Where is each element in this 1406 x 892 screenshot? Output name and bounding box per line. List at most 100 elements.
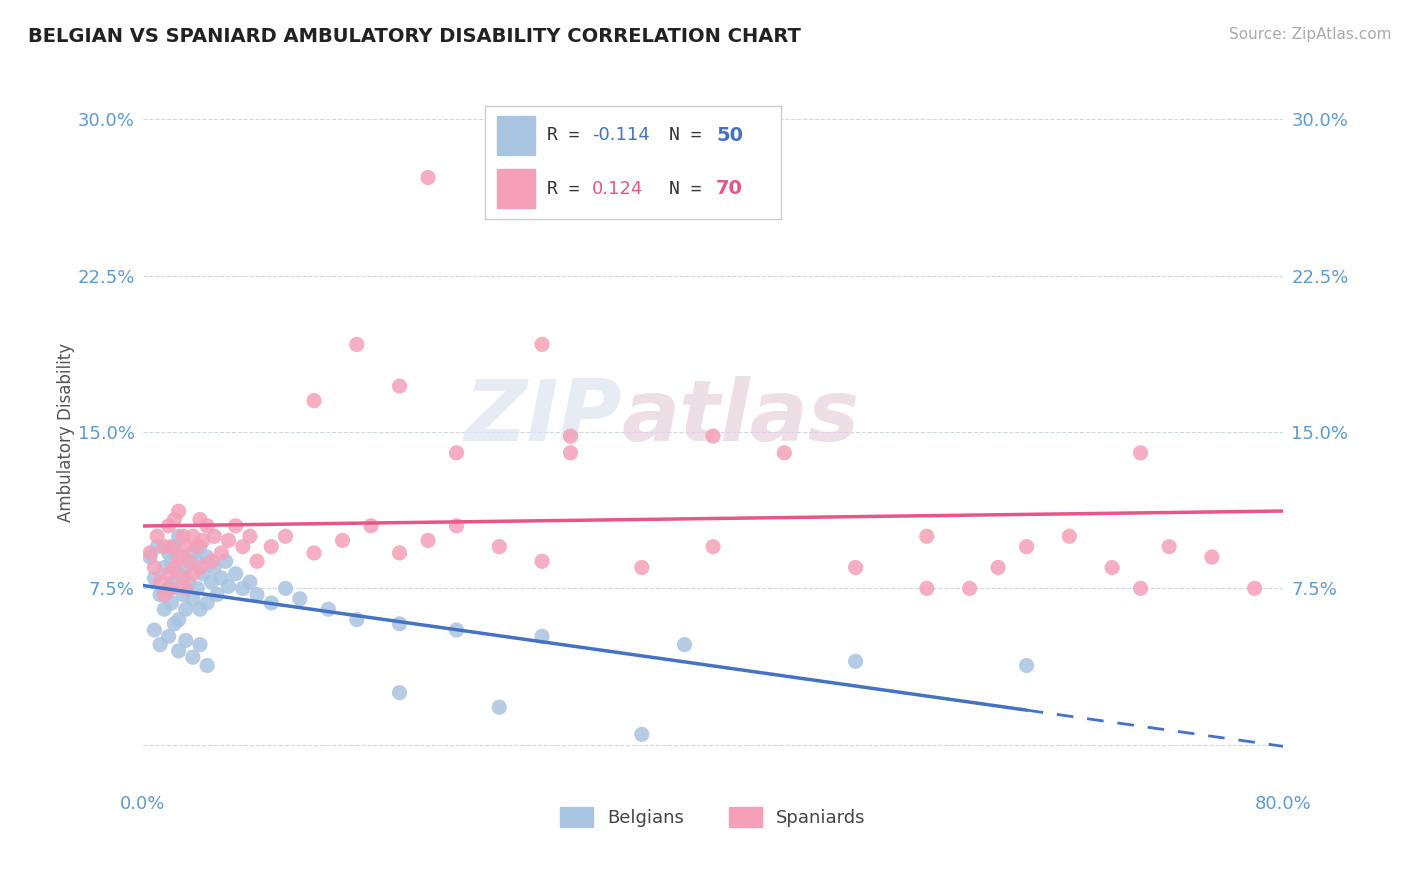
- Point: [1201, 550, 1223, 565]
- Point: [146, 529, 169, 543]
- Point: [773, 446, 796, 460]
- Point: [188, 638, 211, 652]
- Point: [288, 591, 311, 606]
- Point: [188, 540, 211, 554]
- Point: [202, 529, 225, 543]
- Point: [188, 602, 211, 616]
- Point: [915, 582, 938, 596]
- Text: Source: ZipAtlas.com: Source: ZipAtlas.com: [1229, 27, 1392, 42]
- Point: [302, 393, 325, 408]
- Point: [225, 518, 247, 533]
- Point: [174, 560, 197, 574]
- Point: [163, 512, 186, 526]
- Point: [177, 554, 200, 568]
- Point: [260, 540, 283, 554]
- Point: [915, 529, 938, 543]
- Point: [987, 560, 1010, 574]
- Point: [531, 554, 554, 568]
- Point: [959, 582, 981, 596]
- Point: [191, 533, 214, 548]
- Point: [172, 571, 194, 585]
- Point: [195, 658, 218, 673]
- Point: [160, 582, 183, 596]
- Point: [174, 602, 197, 616]
- Point: [560, 446, 582, 460]
- Point: [143, 623, 166, 637]
- Point: [188, 512, 211, 526]
- Point: [153, 588, 176, 602]
- Point: [209, 571, 232, 585]
- Point: [845, 560, 868, 574]
- Point: [167, 613, 190, 627]
- Point: [446, 446, 468, 460]
- Point: [316, 602, 339, 616]
- Point: [332, 533, 354, 548]
- Point: [209, 546, 232, 560]
- Point: [1015, 540, 1038, 554]
- Point: [1159, 540, 1181, 554]
- Point: [174, 633, 197, 648]
- Point: [630, 122, 652, 136]
- Point: [239, 529, 262, 543]
- Point: [167, 644, 190, 658]
- Text: atlas: atlas: [621, 376, 860, 459]
- Point: [181, 591, 204, 606]
- Point: [560, 429, 582, 443]
- Point: [167, 550, 190, 565]
- Point: [188, 560, 211, 574]
- Point: [360, 518, 382, 533]
- Point: [845, 654, 868, 668]
- Point: [172, 529, 194, 543]
- Point: [181, 650, 204, 665]
- Point: [181, 566, 204, 581]
- Point: [139, 550, 162, 565]
- Point: [195, 518, 218, 533]
- Point: [143, 571, 166, 585]
- Point: [205, 588, 228, 602]
- Point: [388, 616, 411, 631]
- Point: [246, 554, 269, 568]
- Point: [225, 566, 247, 581]
- Point: [630, 727, 652, 741]
- Point: [1101, 560, 1123, 574]
- Point: [488, 540, 510, 554]
- Point: [163, 560, 186, 574]
- Point: [157, 566, 180, 581]
- Point: [630, 560, 652, 574]
- Legend: Belgians, Spaniards: Belgians, Spaniards: [553, 800, 873, 834]
- Point: [186, 582, 208, 596]
- Text: BELGIAN VS SPANIARD AMBULATORY DISABILITY CORRELATION CHART: BELGIAN VS SPANIARD AMBULATORY DISABILIT…: [28, 27, 801, 45]
- Point: [1059, 529, 1081, 543]
- Point: [157, 629, 180, 643]
- Point: [160, 554, 183, 568]
- Point: [232, 540, 254, 554]
- Point: [149, 575, 172, 590]
- Point: [172, 588, 194, 602]
- Point: [274, 529, 297, 543]
- Point: [1243, 582, 1265, 596]
- Point: [157, 582, 180, 596]
- Point: [218, 533, 240, 548]
- Point: [388, 379, 411, 393]
- Point: [274, 582, 297, 596]
- Point: [167, 529, 190, 543]
- Point: [153, 602, 176, 616]
- Point: [702, 540, 724, 554]
- Point: [149, 638, 172, 652]
- Point: [195, 596, 218, 610]
- Point: [416, 170, 439, 185]
- Point: [160, 596, 183, 610]
- Point: [157, 546, 180, 560]
- Point: [673, 638, 696, 652]
- Point: [446, 518, 468, 533]
- Point: [163, 540, 186, 554]
- Point: [488, 700, 510, 714]
- Y-axis label: Ambulatory Disability: Ambulatory Disability: [58, 343, 75, 522]
- Point: [1129, 582, 1152, 596]
- Point: [181, 546, 204, 560]
- Point: [139, 546, 162, 560]
- Point: [153, 560, 176, 574]
- Point: [531, 337, 554, 351]
- Point: [302, 546, 325, 560]
- Point: [702, 429, 724, 443]
